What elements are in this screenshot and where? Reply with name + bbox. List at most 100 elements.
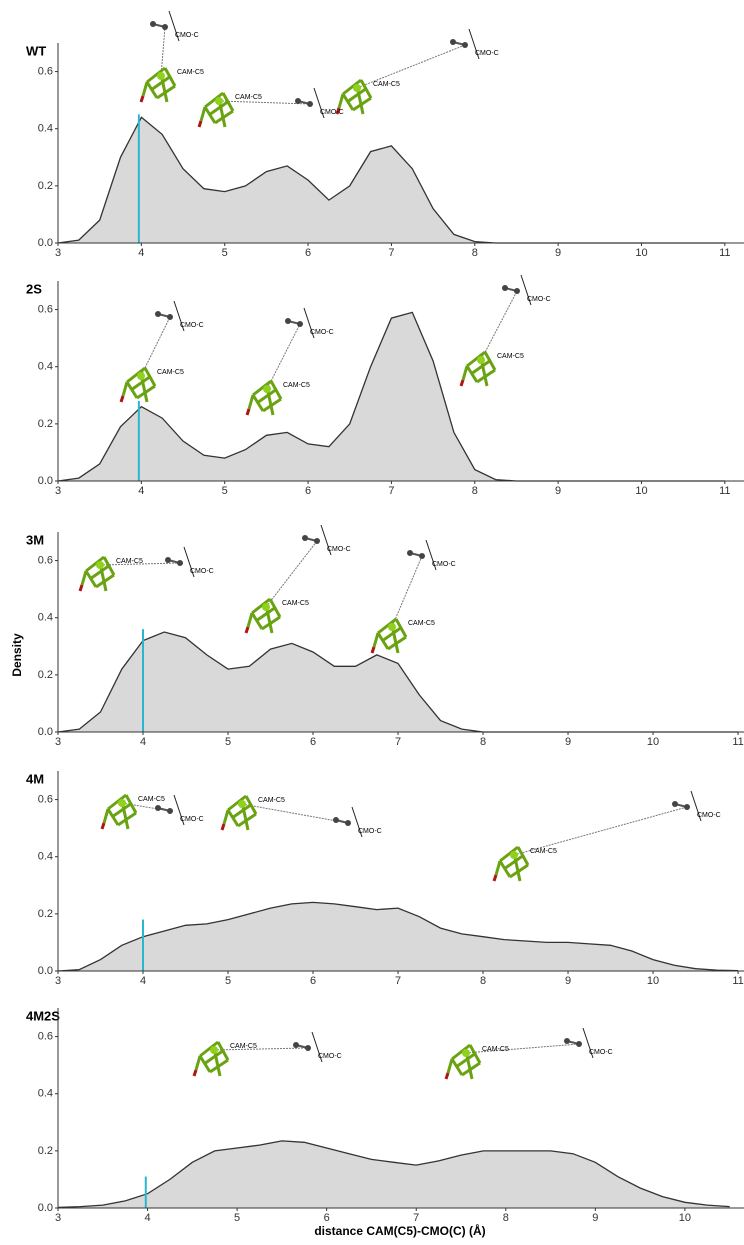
annotation: CMO-C: [327, 546, 351, 553]
distance-line: [480, 290, 518, 361]
annotation: CMO-C: [318, 1053, 342, 1060]
atom: [407, 550, 413, 556]
atom: [419, 553, 425, 559]
bond: [80, 570, 88, 586]
annotation: CAM-C5: [258, 797, 285, 804]
annotation: CMO-C: [310, 329, 334, 336]
annotation: CMO-C: [432, 561, 456, 568]
distance-line: [241, 803, 349, 824]
atom: [297, 321, 303, 327]
heme-plane: [468, 28, 480, 60]
heme-plane: [313, 87, 325, 119]
bond: [121, 381, 129, 397]
heme-plane: [520, 274, 532, 306]
x-tick-label: 3: [55, 485, 61, 497]
atom: [293, 1042, 299, 1048]
distance-line: [160, 26, 166, 77]
x-tick-label: 7: [395, 975, 401, 987]
y-tick-label: 0.2: [38, 1145, 53, 1157]
bond: [204, 91, 224, 109]
x-tick-label: 4: [140, 736, 146, 748]
atom: [177, 560, 183, 566]
x-tick-label: 8: [503, 1212, 509, 1224]
atom: [510, 851, 518, 859]
x-tick-label: 9: [565, 975, 571, 987]
x-tick-label: 8: [480, 736, 486, 748]
annotation: CMO-C: [180, 816, 204, 823]
annotation: CAM-C5: [373, 81, 400, 88]
atom: [502, 285, 508, 291]
bond: [503, 853, 525, 871]
y-tick-label: 0.0: [38, 726, 53, 738]
bond: [150, 74, 172, 92]
atom: [137, 372, 145, 380]
bond: [346, 86, 368, 104]
annotation: CMO-C: [175, 32, 199, 39]
bond: [342, 78, 362, 96]
x-tick-label: 9: [565, 736, 571, 748]
bond: [381, 625, 403, 643]
density-area: [58, 117, 725, 243]
heme-plane: [690, 790, 702, 822]
x-tick-label: 8: [472, 485, 478, 497]
heme-plane: [311, 1031, 323, 1063]
density-line: [57, 1140, 730, 1209]
heme-plane: [168, 10, 180, 42]
x-tick-label: 10: [647, 975, 659, 987]
heme-plane: [183, 546, 195, 578]
x-tick-label: 11: [719, 485, 730, 497]
bond-oxygen: [245, 408, 251, 416]
x-tick-label: 4: [140, 975, 146, 987]
bond: [130, 374, 152, 392]
x-tick-label: 10: [679, 1212, 691, 1224]
annotation: CAM-C5: [283, 382, 310, 389]
bond: [470, 358, 492, 376]
bond-oxygen: [100, 822, 106, 830]
bond: [194, 1055, 202, 1071]
x-tick-label: 5: [225, 975, 231, 987]
bond: [337, 93, 345, 109]
bond: [203, 1048, 225, 1066]
bond: [499, 845, 519, 863]
y-tick-label: 0.2: [38, 669, 53, 681]
bond: [455, 1051, 477, 1069]
atom: [302, 535, 308, 541]
panel-title: 3M: [26, 532, 44, 547]
atom: [118, 799, 126, 807]
x-tick-label: 3: [55, 736, 61, 748]
bond: [494, 860, 502, 876]
atom: [462, 1049, 470, 1057]
x-tick-label: 6: [305, 247, 311, 259]
atom: [345, 820, 351, 826]
annotation: CAM-C5: [282, 600, 309, 607]
annotation: CMO-C: [180, 322, 204, 329]
bond: [107, 793, 127, 811]
x-tick-label: 4: [138, 247, 144, 259]
atom: [314, 538, 320, 544]
x-tick-label: 11: [732, 736, 743, 748]
annotation: CAM-C5: [235, 94, 262, 101]
panel-title: 4M2S: [26, 1008, 60, 1023]
distance-line: [218, 100, 311, 105]
annotation: CMO-C: [475, 50, 499, 57]
annotation: CAM-C5: [230, 1043, 257, 1050]
distance-line: [391, 555, 423, 628]
y-tick-label: 0.6: [38, 65, 53, 77]
density-area: [58, 312, 725, 481]
annotation: CMO-C: [320, 109, 344, 116]
bond-oxygen: [335, 107, 341, 115]
x-tick-label: 8: [472, 247, 478, 259]
x-tick-label: 6: [305, 485, 311, 497]
bond: [256, 387, 278, 405]
bond-oxygen: [119, 395, 125, 403]
bond-oxygen: [444, 1072, 450, 1080]
x-tick-label: 3: [55, 247, 61, 259]
x-tick-label: 6: [310, 975, 316, 987]
bond-oxygen: [459, 379, 465, 387]
x-tick-label: 7: [413, 1212, 419, 1224]
atom: [162, 24, 168, 30]
atom: [564, 1038, 570, 1044]
atom: [157, 72, 165, 80]
heme-plane: [303, 307, 315, 339]
